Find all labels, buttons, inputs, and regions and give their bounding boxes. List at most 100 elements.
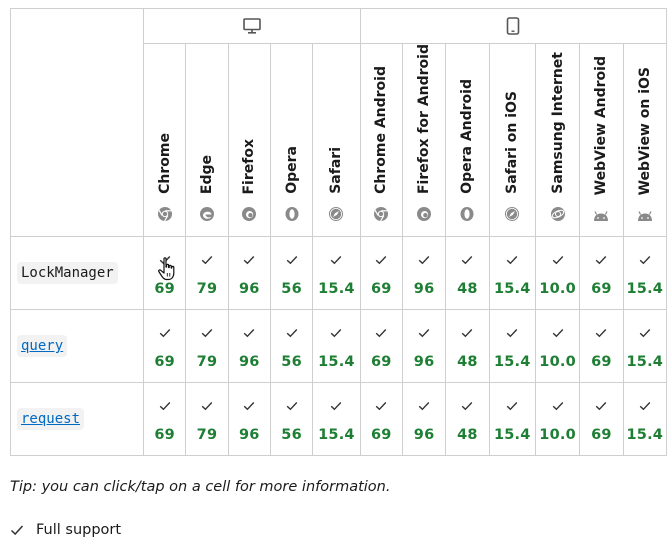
support-cell-samsung-internet[interactable]: 10.0 (534, 236, 581, 311)
checkmark-icon (639, 323, 651, 342)
browser-name: Safari (328, 147, 345, 195)
support-cell-chrome[interactable]: 69 (142, 382, 187, 456)
platform-mobile-header (359, 8, 668, 44)
browser-name: Opera (283, 146, 300, 195)
support-cell-webview-android[interactable]: 69 (579, 309, 624, 383)
version-number: 15.4 (626, 280, 664, 297)
edge-logo-icon (199, 206, 215, 226)
version-number: 96 (413, 280, 435, 297)
checkmark-icon (552, 323, 564, 342)
support-cell-opera[interactable]: 56 (269, 309, 314, 383)
version-number: 15.4 (318, 353, 355, 370)
support-cell-samsung-internet[interactable]: 10.0 (534, 382, 581, 456)
support-cell-opera-android[interactable]: 48 (445, 309, 490, 383)
table-row: query 69 79 96 56 15.4 69 96 48 15.4 10.0 69 15.4 (10, 309, 668, 383)
feature-cell: request (10, 382, 144, 456)
version-number: 10.0 (539, 426, 576, 443)
opera-logo-icon (459, 206, 475, 226)
support-cell-edge[interactable]: 79 (185, 236, 229, 311)
checkmark-icon (375, 323, 387, 342)
android-logo-icon (636, 207, 654, 226)
support-cell-opera[interactable]: 56 (269, 236, 314, 311)
support-cell-safari-on-ios[interactable]: 15.4 (488, 309, 536, 383)
version-number: 69 (591, 353, 612, 370)
safari-logo-icon (328, 206, 344, 226)
support-cell-firefox-for-android[interactable]: 96 (401, 309, 447, 383)
browser-name: Chrome Android (373, 66, 390, 195)
support-cell-webview-on-ios[interactable]: 15.4 (622, 236, 668, 311)
support-cell-edge[interactable]: 79 (185, 309, 229, 383)
checkmark-icon (330, 250, 342, 269)
version-number: 56 (281, 353, 302, 370)
version-number: 48 (457, 353, 478, 370)
support-cell-safari-on-ios[interactable]: 15.4 (488, 236, 536, 311)
version-number: 69 (154, 353, 175, 370)
checkmark-icon (330, 323, 342, 342)
version-number: 96 (238, 353, 260, 370)
feature-name-request[interactable]: request (17, 408, 85, 430)
firefox-logo-icon (241, 206, 257, 226)
support-cell-firefox[interactable]: 96 (227, 236, 271, 311)
version-number: 69 (370, 353, 392, 370)
legend: Full support (10, 522, 121, 538)
support-cell-firefox[interactable]: 96 (227, 382, 271, 456)
version-number: 48 (457, 280, 478, 297)
chrome-logo-icon (157, 206, 173, 226)
feature-name-query[interactable]: query (17, 335, 68, 357)
support-cell-chrome-android[interactable]: 69 (359, 236, 403, 311)
browser-compat-table: Chrome Edge Firefox Opera Safari Chrome Andro… (10, 7, 668, 456)
version-number: 96 (238, 426, 260, 443)
support-cell-chrome-android[interactable]: 69 (359, 382, 403, 456)
version-number: 79 (196, 280, 218, 297)
checkmark-icon (552, 250, 564, 269)
support-cell-firefox-for-android[interactable]: 96 (401, 236, 447, 311)
version-number: 56 (281, 426, 302, 443)
platform-header-row (10, 7, 668, 238)
checkmark-icon (461, 250, 473, 269)
support-cell-safari-on-ios[interactable]: 15.4 (488, 382, 536, 456)
version-number: 79 (196, 353, 218, 370)
checkmark-icon (286, 396, 298, 415)
checkmark-icon (506, 323, 518, 342)
support-cell-opera-android[interactable]: 48 (445, 382, 490, 456)
browser-name: Safari on iOS (504, 91, 521, 195)
browser-name: Samsung Internet (549, 52, 566, 195)
checkmark-icon (201, 323, 213, 342)
browser-header-safari: Safari (312, 42, 361, 238)
mobile-phone-icon (506, 17, 520, 35)
support-cell-chrome-android[interactable]: 69 (359, 309, 403, 383)
browser-name: WebView Android (593, 55, 610, 196)
browser-header-firefox-for-android: Firefox for Android (401, 42, 447, 238)
support-cell-safari[interactable]: 15.4 (312, 382, 361, 456)
checkmark-icon (286, 250, 298, 269)
support-cell-samsung-internet[interactable]: 10.0 (534, 309, 581, 383)
support-cell-webview-on-ios[interactable]: 15.4 (622, 382, 668, 456)
version-number: 69 (591, 280, 612, 297)
browser-header-webview-android: WebView Android (579, 42, 624, 238)
support-cell-opera[interactable]: 56 (269, 382, 314, 456)
support-cell-opera-android[interactable]: 48 (445, 236, 490, 311)
checkmark-icon (243, 250, 255, 269)
checkmark-icon (159, 250, 171, 269)
support-cell-firefox-for-android[interactable]: 96 (401, 382, 447, 456)
support-cell-safari[interactable]: 15.4 (312, 236, 361, 311)
table-row: request 69 79 96 56 15.4 69 96 48 15.4 10.0 69 15.4 (10, 382, 668, 456)
support-cell-webview-android[interactable]: 69 (579, 236, 624, 311)
support-cell-webview-android[interactable]: 69 (579, 382, 624, 456)
version-number: 96 (413, 353, 435, 370)
checkmark-icon (418, 250, 430, 269)
support-cell-chrome[interactable]: 69 (142, 309, 187, 383)
browser-name: Chrome (156, 133, 173, 195)
version-number: 15.4 (626, 353, 664, 370)
support-cell-safari[interactable]: 15.4 (312, 309, 361, 383)
desktop-monitor-icon (242, 18, 261, 34)
browser-header-edge: Edge (185, 42, 229, 238)
checkmark-icon (639, 396, 651, 415)
support-cell-webview-on-ios[interactable]: 15.4 (622, 309, 668, 383)
support-cell-firefox[interactable]: 96 (227, 309, 271, 383)
support-cell-edge[interactable]: 79 (185, 382, 229, 456)
checkmark-icon (286, 323, 298, 342)
checkmark-icon (201, 396, 213, 415)
browser-header-opera-android: Opera Android (445, 42, 490, 238)
browser-name: Opera Android (459, 79, 476, 195)
